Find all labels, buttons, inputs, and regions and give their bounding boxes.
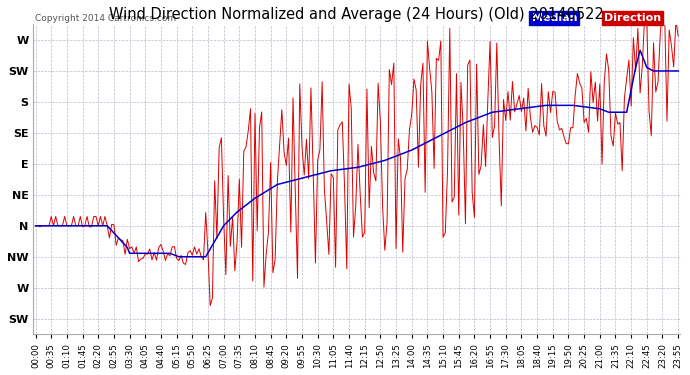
Text: Direction: Direction [604,13,661,23]
Title: Wind Direction Normalized and Average (24 Hours) (Old) 20140522: Wind Direction Normalized and Average (2… [110,7,604,22]
Text: Median: Median [531,13,577,23]
Text: Copyright 2014 Cartronics.com: Copyright 2014 Cartronics.com [34,14,176,23]
